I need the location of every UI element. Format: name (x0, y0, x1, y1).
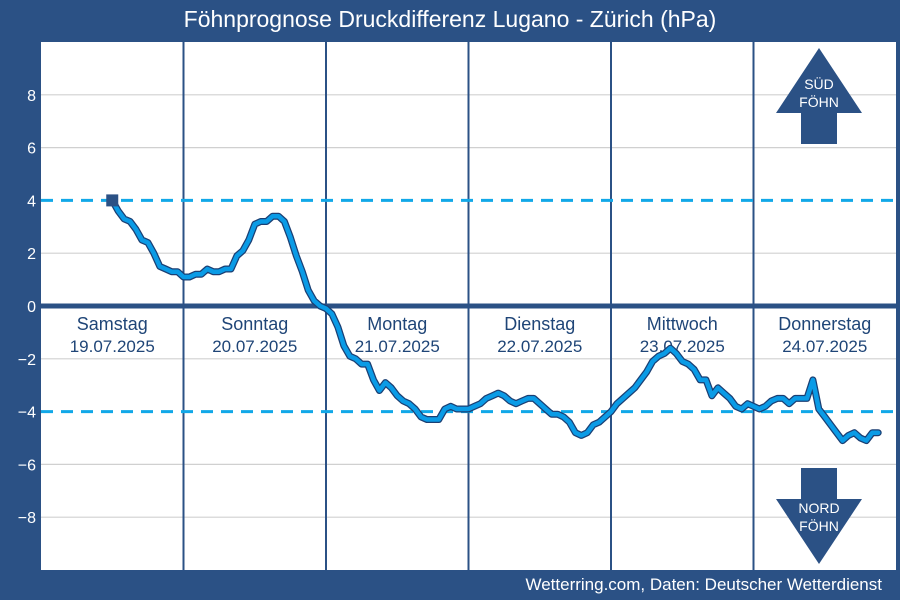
y-tick-label: 6 (27, 141, 36, 158)
y-tick-label: 2 (27, 246, 36, 263)
y-tick-label: 0 (27, 299, 36, 316)
day-date-label: 21.07.2025 (355, 337, 440, 356)
start-point-marker (106, 194, 119, 207)
y-tick-label: −2 (18, 352, 36, 369)
arrow-up-label-2: FÖHN (799, 93, 839, 110)
day-name-label: Dienstag (504, 314, 575, 334)
y-tick-label: 4 (27, 193, 36, 210)
arrow-down-label-2: FÖHN (799, 517, 839, 534)
arrow-up-icon: SÜD FÖHN (776, 48, 862, 144)
day-name-label: Montag (367, 314, 427, 334)
y-tick-label: −4 (18, 405, 36, 422)
day-name-label: Mittwoch (647, 314, 718, 334)
arrow-down-label-1: NORD (798, 500, 839, 516)
series-line (110, 198, 881, 443)
y-tick-label: 8 (27, 88, 36, 105)
day-date-label: 22.07.2025 (497, 337, 582, 356)
day-name-label: Sonntag (221, 314, 288, 334)
day-date-label: 20.07.2025 (212, 337, 297, 356)
y-axis: −8 −6 −4 −2 0 2 4 6 8 (18, 88, 36, 527)
credit-text: Wetterring.com, Daten: Deutscher Wetterd… (525, 575, 882, 594)
day-labels: Samstag 19.07.2025 Sonntag 20.07.2025 Montag… (70, 314, 872, 356)
chart-title: Föhnprognose Druckdifferenz Lugano - Zür… (183, 6, 717, 32)
arrow-down-icon: NORD FÖHN (776, 468, 862, 564)
arrow-up-label-1: SÜD (804, 75, 834, 92)
arrow-down-shape (776, 468, 862, 564)
y-tick-label: −6 (18, 457, 36, 474)
day-date-label: 23.07.2025 (640, 337, 725, 356)
series (106, 194, 882, 445)
day-name-label: Donnerstag (778, 314, 871, 334)
day-date-label: 19.07.2025 (70, 337, 155, 356)
day-date-label: 24.07.2025 (782, 337, 867, 356)
arrow-up-shape (776, 48, 862, 144)
day-name-label: Samstag (77, 314, 148, 334)
y-tick-label: −8 (18, 510, 36, 527)
